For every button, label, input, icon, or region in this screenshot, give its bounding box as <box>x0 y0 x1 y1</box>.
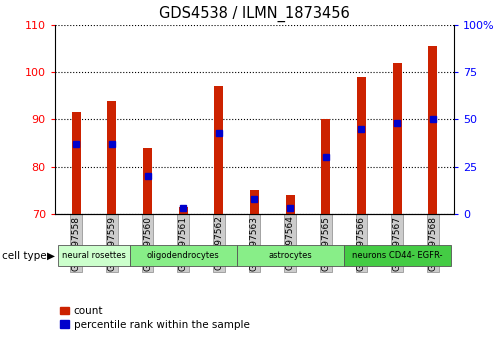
Text: neural rosettes: neural rosettes <box>62 251 126 260</box>
FancyBboxPatch shape <box>58 245 130 266</box>
Legend: count, percentile rank within the sample: count, percentile rank within the sample <box>60 306 250 330</box>
Bar <box>285 195 294 214</box>
FancyBboxPatch shape <box>344 245 451 266</box>
FancyBboxPatch shape <box>237 245 344 266</box>
Bar <box>428 46 437 214</box>
Bar <box>107 101 116 214</box>
Bar <box>321 119 330 214</box>
Bar <box>357 77 366 214</box>
Text: neurons CD44- EGFR-: neurons CD44- EGFR- <box>352 251 442 260</box>
Bar <box>250 190 259 214</box>
Title: GDS4538 / ILMN_1873456: GDS4538 / ILMN_1873456 <box>159 6 350 22</box>
Text: cell type: cell type <box>2 251 47 261</box>
Bar <box>179 207 188 214</box>
Bar <box>393 63 402 214</box>
Text: astrocytes: astrocytes <box>268 251 312 260</box>
Text: ▶: ▶ <box>47 251 55 261</box>
Bar <box>143 148 152 214</box>
Bar <box>215 86 224 214</box>
Bar <box>72 112 81 214</box>
FancyBboxPatch shape <box>130 245 237 266</box>
Text: oligodendrocytes: oligodendrocytes <box>147 251 220 260</box>
